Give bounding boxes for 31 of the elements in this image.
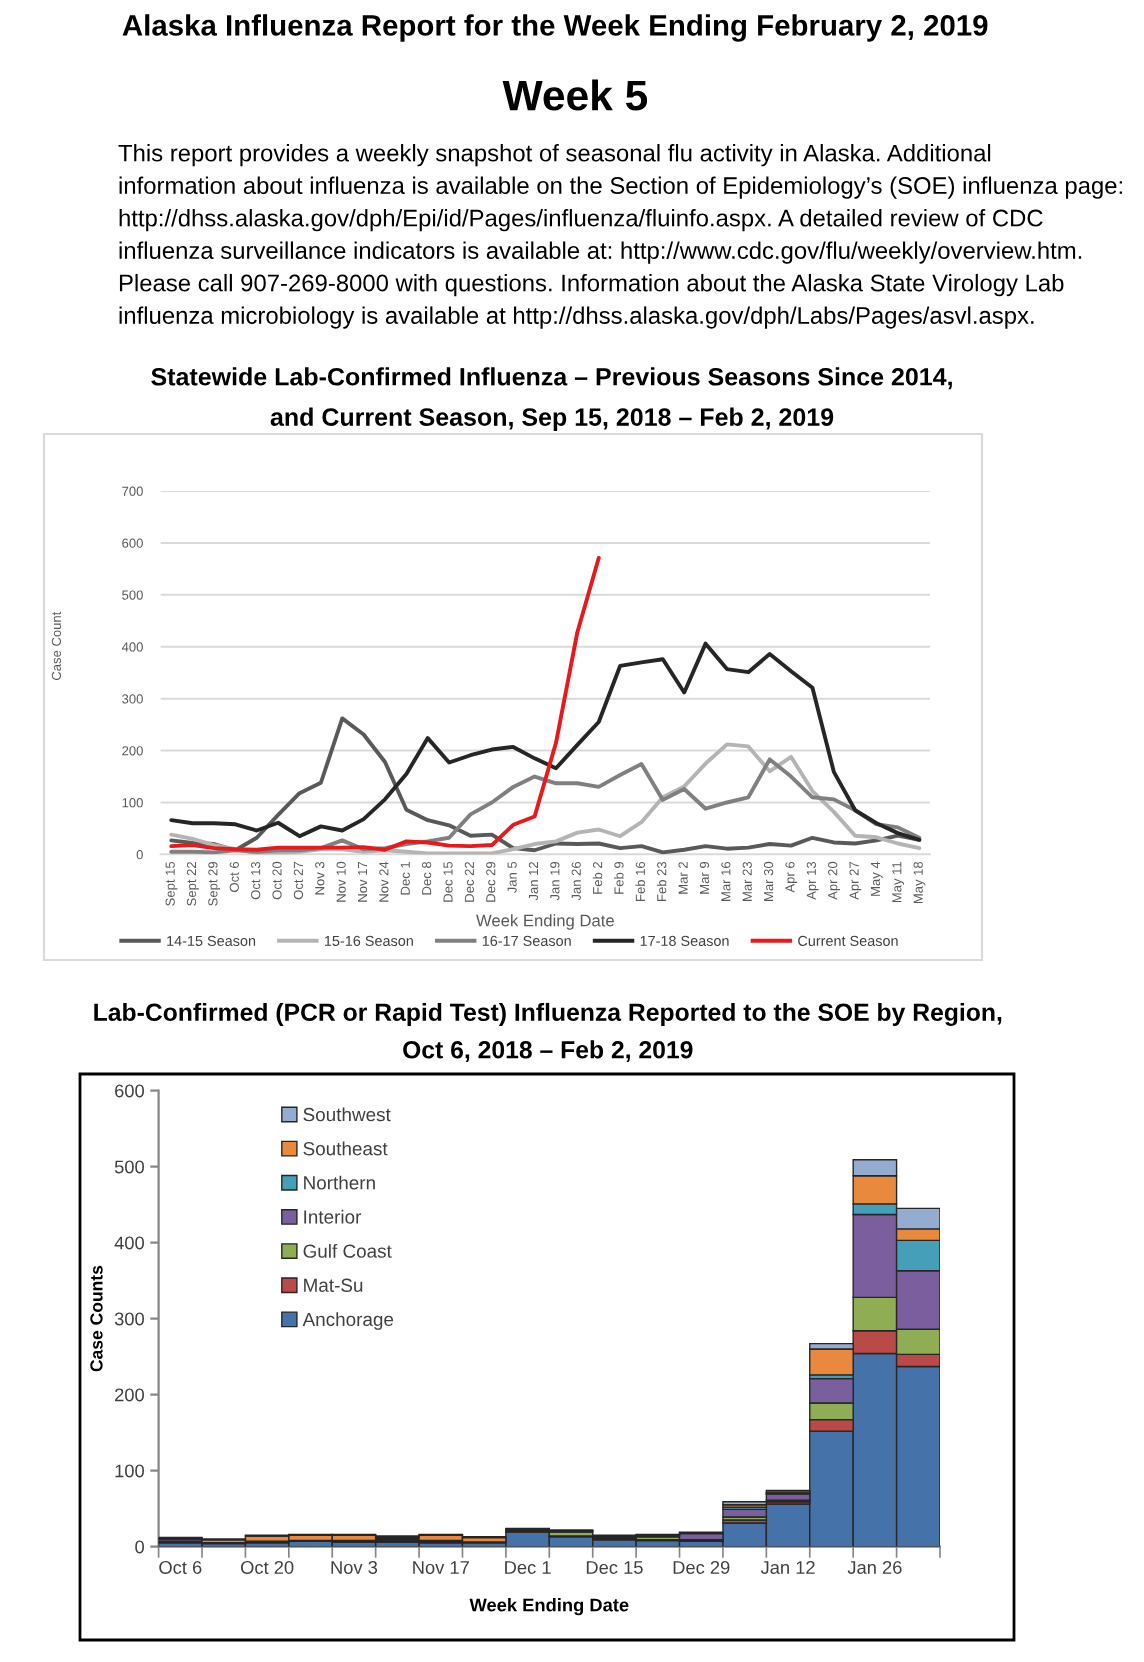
- legend-label: Southwest: [303, 1107, 391, 1122]
- legend-label: Mat-Su: [304, 1278, 363, 1292]
- legend-label: Interior: [304, 1209, 362, 1224]
- y-tick-label: 500: [114, 1160, 144, 1174]
- y-tick-label: 400: [114, 1236, 144, 1250]
- text: Week 5: [502, 79, 648, 111]
- x-tick-label: Dec 1: [505, 1561, 551, 1574]
- x-tick-label: Dec 29: [673, 1560, 730, 1574]
- x-tick-label: Nov 3: [331, 1560, 378, 1574]
- legend-label: Anchorage: [302, 1312, 394, 1330]
- y-tick-label: 100: [115, 1464, 144, 1478]
- x-tick-label: Oct 6: [159, 1560, 202, 1574]
- legend-label: Southeast: [303, 1141, 388, 1156]
- x-tick-label: Nov 17: [413, 1561, 469, 1574]
- y-tick-label: 200: [115, 1388, 144, 1402]
- text: Alaska Influenza Report for the Week Ending February 2, 2019: [122, 14, 988, 42]
- y-axis-title: Case Counts: [90, 1265, 103, 1372]
- y-tick-label: 600: [115, 1084, 144, 1098]
- chart-title: Statewide Lab-Confirmed Influenza – Previous Seasons Since 2014, and Current Season, Sep 15, 2018 – Feb 2, 2019: [151, 367, 952, 431]
- chart-title: Lab-Confirmed (PCR or Rapid Test) Influenza Reported to the SOE by Region, Oct 6, 2018 – Feb 2, 2019: [94, 1002, 1002, 1063]
- x-tick-label: Jan 26: [847, 1560, 902, 1574]
- x-tick-label: Dec 15: [586, 1561, 643, 1574]
- x-axis-title: Week Ending Date: [469, 1598, 629, 1616]
- x-axis-title: Week Ending Date: [476, 914, 614, 930]
- legend-label: Northern: [304, 1175, 375, 1190]
- y-tick-label: 300: [114, 1312, 144, 1326]
- x-tick-label: Jan 12: [760, 1560, 815, 1574]
- x-tick-label: Oct 20: [240, 1560, 294, 1574]
- text: This report provides a weekly snapshot of seasonal flu activity in Alaska. Additional information about influenza is available on the Section of Epidemiology’s (SOE) influenza page: http://dhss.alaska.gov/dph/Epi/id/Pages/influenza/fluinfo.aspx. A detailed review of CDC influenza surveillance indicators is available at: http://www.cdc.gov/flu/weekly/overview.htm. Please call 907-269-8000 with questions. Information about the Alaska State Virology Lab influenza microbiology is available at http://dhss.alaska.gov/dph/Labs/Pages/asvl.aspx.: [118, 144, 1122, 329]
- y-tick-label: 0: [135, 1540, 144, 1554]
- legend-label: Gulf Coast: [303, 1243, 392, 1258]
